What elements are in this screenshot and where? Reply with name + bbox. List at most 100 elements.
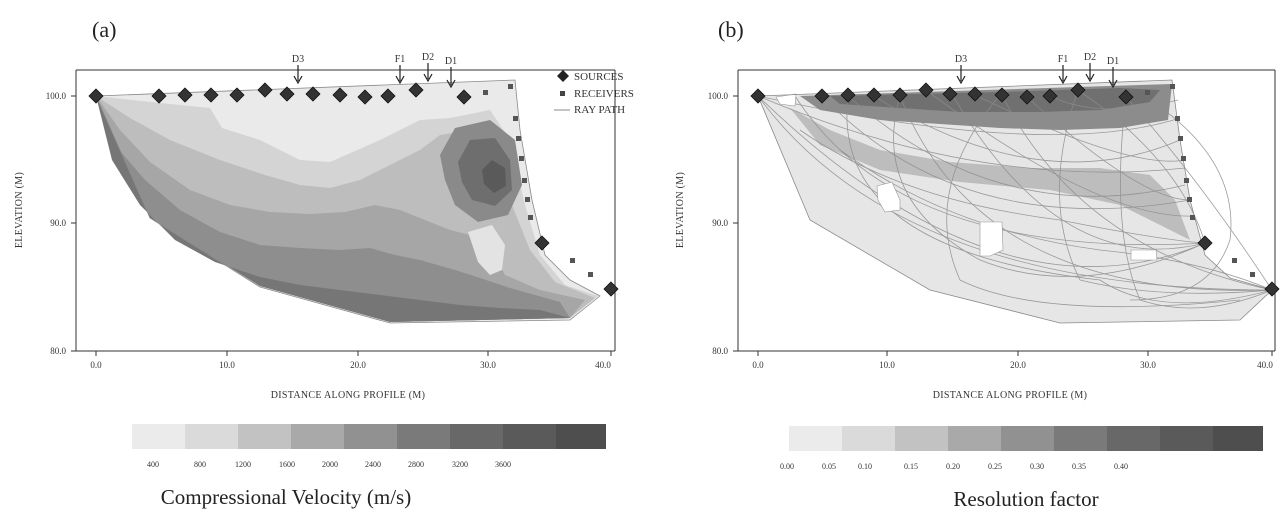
unresolved-zone (1130, 249, 1158, 261)
colorbar-swatch (291, 424, 344, 449)
arrow-icon (293, 65, 303, 85)
source-marker-icon (892, 87, 908, 103)
source-marker-icon (750, 88, 766, 104)
colorbar-tick-label: 3600 (495, 460, 511, 469)
colorbar-swatch (948, 426, 1001, 451)
colorbar-swatch (132, 424, 185, 449)
fault-label-f1: F1 (395, 54, 406, 65)
source-marker-icon (1197, 235, 1213, 251)
fault-label-d2: D2 (422, 52, 434, 63)
colorbar-tick-label: 0.20 (946, 462, 960, 471)
velocity-field-outline (95, 79, 601, 324)
colorbar-title-b: Resolution factor (953, 487, 1098, 511)
receiver-marker-icon (1175, 116, 1180, 121)
resolution-field-outline (757, 79, 1273, 324)
source-marker-icon (357, 89, 373, 105)
x-tick-label: 30.0 (1140, 360, 1156, 370)
receiver-marker-icon (1178, 136, 1183, 141)
colorbar-tick-label: 2000 (322, 460, 338, 469)
colorbar-swatch (1054, 426, 1107, 451)
receiver-marker-icon (1181, 156, 1186, 161)
source-marker-icon (942, 86, 958, 102)
ray-path (974, 94, 1186, 162)
ray-path (757, 95, 1186, 173)
legend-label-receivers: RECEIVERS (574, 88, 634, 100)
x-ticks-b: 0.0 10.0 20.0 30.0 40.0 (752, 351, 1273, 370)
source-marker-icon (866, 87, 882, 103)
ray-path (1059, 89, 1273, 294)
colorbar-swatch (1213, 426, 1263, 451)
y-axis-title-b: ELEVATION (M) (675, 172, 686, 248)
arrow-icon (1085, 63, 1095, 83)
source-marker-icon (1264, 281, 1280, 297)
receivers-a (483, 84, 593, 277)
y-tick-label: 100.0 (46, 91, 67, 101)
unresolved-zone (876, 181, 901, 213)
panel-a: (a) (14, 17, 634, 509)
source-marker-icon (1019, 89, 1035, 105)
colorbar-swatch (1001, 426, 1054, 451)
x-tick-label: 20.0 (350, 360, 366, 370)
ray-path (946, 94, 1241, 308)
velocity-field-a (95, 79, 601, 324)
axes-b (737, 69, 1276, 352)
source-marker-icon (918, 82, 934, 98)
x-tick-label: 30.0 (480, 360, 496, 370)
ray-path (839, 149, 1273, 291)
x-tick-label: 0.0 (90, 360, 102, 370)
legend-label-raypath: RAY PATH (574, 104, 625, 116)
source-marker-icon (88, 88, 104, 104)
colorbar-swatch (895, 426, 948, 451)
ray-path (1129, 99, 1232, 301)
receiver-marker-icon (519, 156, 524, 161)
y-tick-label: 90.0 (50, 218, 66, 228)
velocity-anomaly-core (482, 160, 506, 193)
x-tick-label: 10.0 (879, 360, 895, 370)
colorbar-tick-label: 0.00 (780, 462, 794, 471)
source-marker-icon (380, 88, 396, 104)
source-marker-icon (279, 86, 295, 102)
y-ticks-a: 100.0 90.0 80.0 (46, 91, 76, 356)
receiver-marker-icon (522, 178, 527, 183)
ray-paths (757, 89, 1273, 309)
receiver-marker-icon (1145, 90, 1150, 95)
colorbar-swatch (185, 424, 238, 449)
arrow-icon (1058, 65, 1068, 85)
x-ticks-a: 0.0 10.0 20.0 30.0 40.0 (90, 351, 612, 370)
source-marker-icon (967, 86, 983, 102)
colorbar-swatch (238, 424, 291, 449)
source-marker-icon (332, 87, 348, 103)
receiver-marker-icon (528, 215, 533, 220)
arrow-icon (423, 63, 433, 83)
ray-path (757, 95, 1181, 136)
y-tick-label: 80.0 (50, 346, 66, 356)
colorbar-swatch (397, 424, 450, 449)
fault-label-d2: D2 (1084, 52, 1096, 63)
fault-label-d3: D3 (955, 54, 967, 65)
y-tick-label: 80.0 (712, 346, 728, 356)
arrow-icon (395, 65, 405, 85)
x-tick-label: 0.0 (752, 360, 764, 370)
fault-markers-b: D3 F1 D2 D1 (955, 52, 1119, 89)
velocity-tongue (468, 225, 505, 275)
arrow-icon (446, 67, 456, 89)
source-marker-icon (603, 281, 619, 297)
x-tick-label: 40.0 (595, 360, 611, 370)
receiver-marker-icon (1190, 215, 1195, 220)
ray-path (1120, 96, 1273, 309)
ray-path (951, 93, 1206, 250)
ray-path (846, 95, 1273, 304)
source-marker-icon (229, 87, 245, 103)
fault-label-d1: D1 (445, 56, 457, 67)
colorbar-tick-label: 0.40 (1114, 462, 1128, 471)
x-tick-label: 40.0 (1257, 360, 1273, 370)
ray-path (1077, 89, 1206, 244)
source-marker-icon (151, 88, 167, 104)
colorbar-swatch (450, 424, 503, 449)
receiver-marker-icon (588, 272, 593, 277)
y-tick-label: 100.0 (708, 91, 729, 101)
ray-path (799, 129, 1206, 244)
colorbar-tick-label: 0.05 (822, 462, 836, 471)
sources-a (88, 82, 619, 297)
